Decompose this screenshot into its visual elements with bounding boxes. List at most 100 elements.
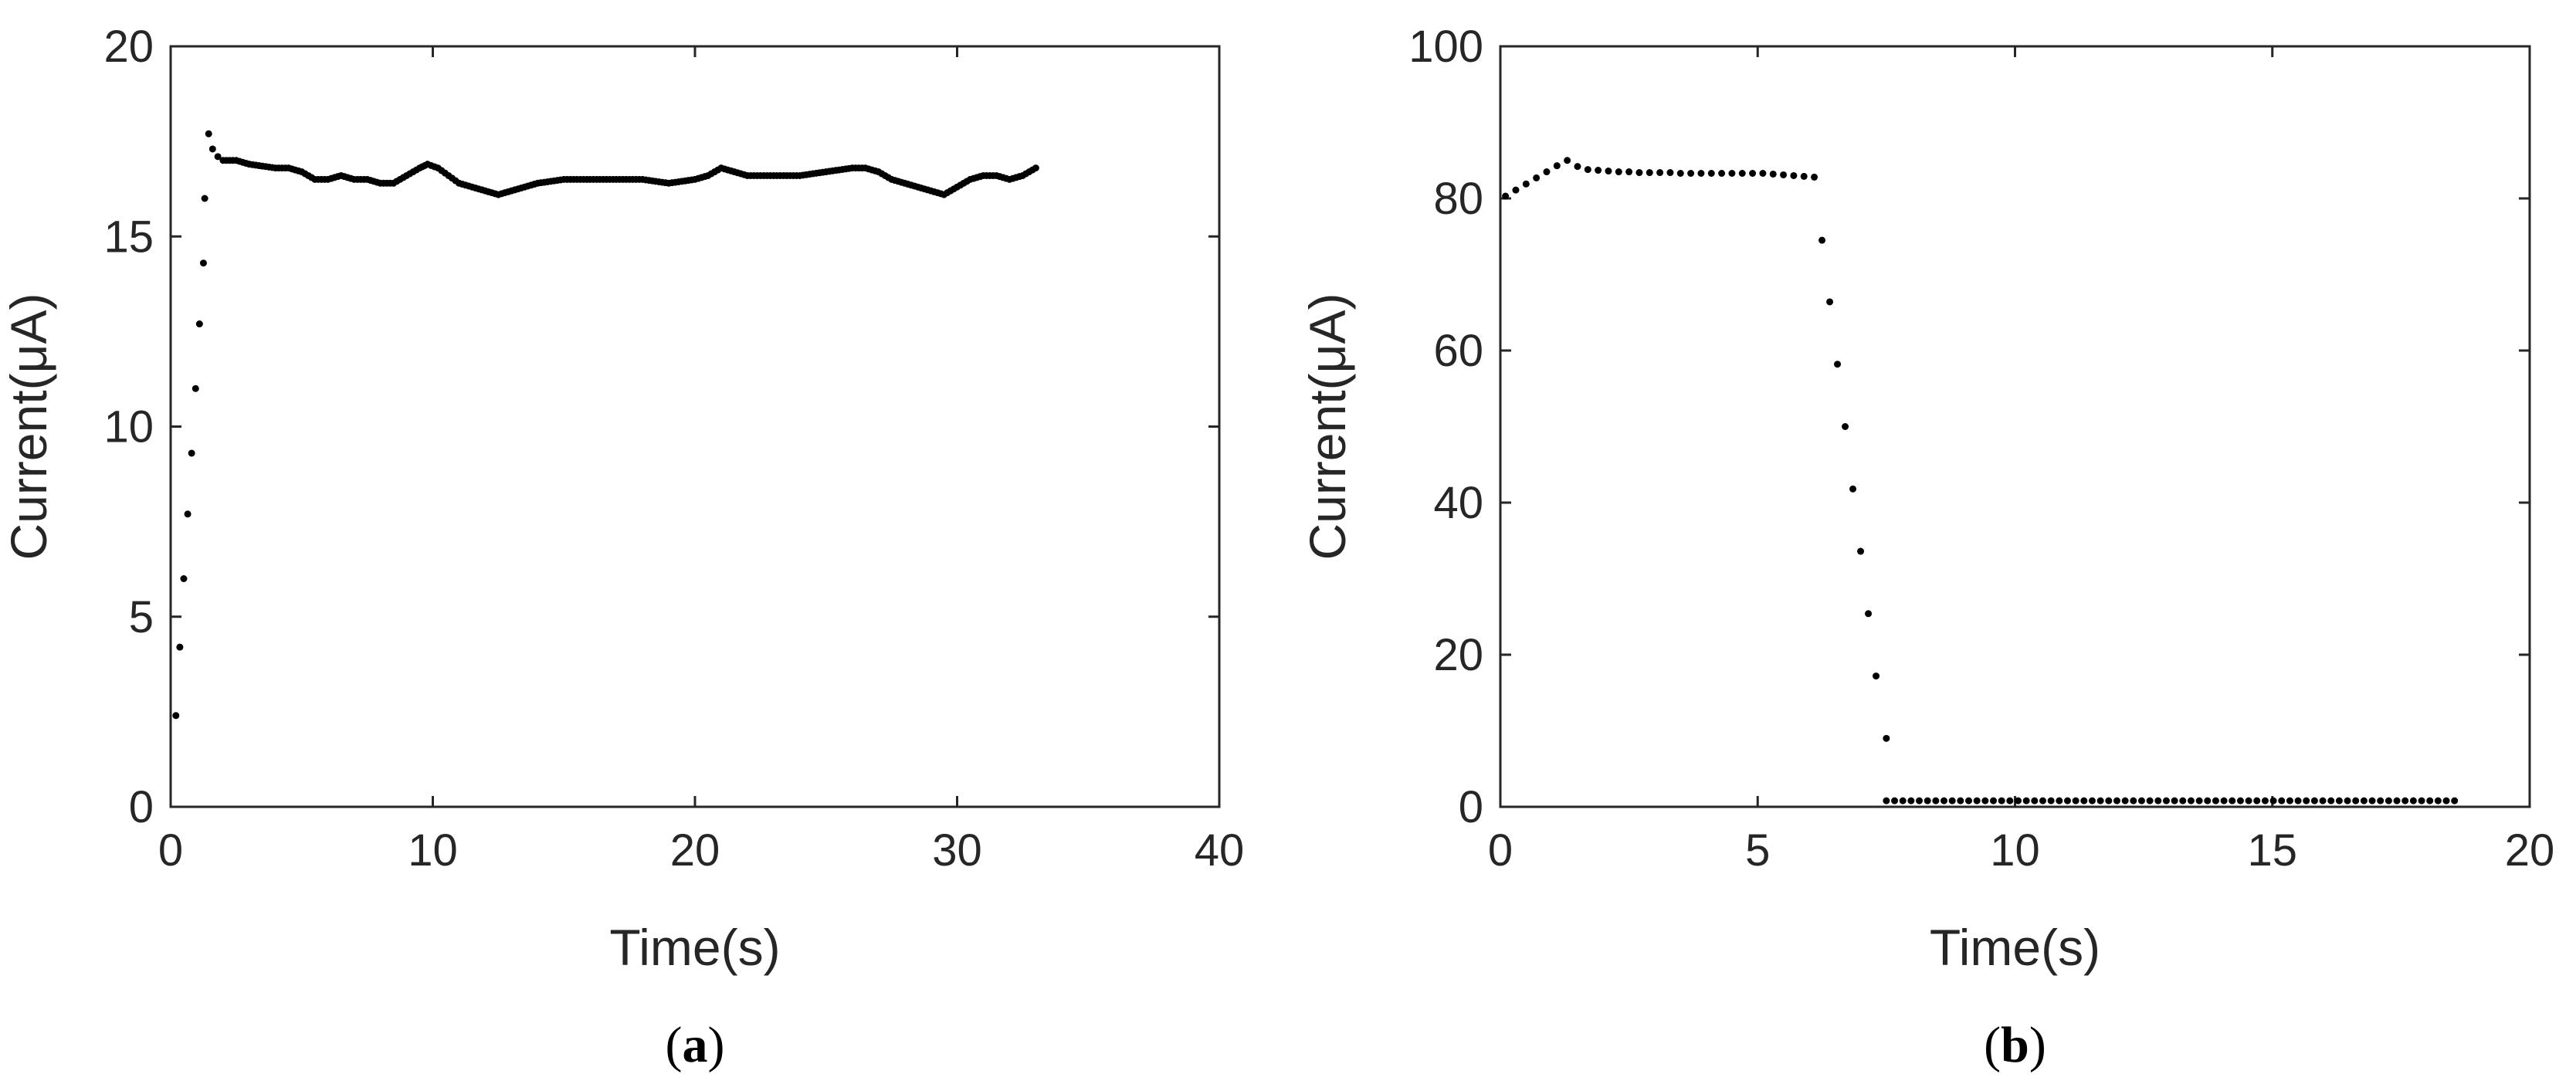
data-point	[176, 643, 184, 651]
data-point	[2401, 797, 2409, 805]
data-point	[1522, 180, 1530, 188]
y-tick-label: 0	[129, 782, 154, 832]
data-point	[199, 259, 207, 267]
data-point	[1718, 169, 1726, 177]
data-point	[1656, 169, 1664, 177]
data-point	[2344, 797, 2351, 805]
data-point	[2294, 797, 2302, 805]
data-point	[1981, 797, 1989, 805]
data-point	[1811, 173, 1818, 181]
panel-paren: )	[2029, 1017, 2046, 1073]
panel-paren: )	[708, 1017, 725, 1073]
y-tick-label: 20	[1433, 630, 1483, 680]
data-point	[2039, 797, 2046, 805]
data-point	[2179, 797, 2187, 805]
data-point	[1707, 169, 1715, 177]
data-point	[2229, 797, 2236, 805]
data-point	[1924, 797, 1931, 805]
data-point	[1605, 168, 1612, 175]
data-point	[188, 449, 195, 457]
panel-paren: (	[666, 1017, 683, 1073]
x-axis-title: Time(s)	[609, 919, 780, 976]
x-tick-label: 30	[932, 825, 982, 876]
data-point	[2047, 797, 2055, 805]
data-point	[1891, 797, 1899, 805]
data-point	[2220, 797, 2228, 805]
x-tick-label: 5	[1745, 825, 1770, 876]
data-point	[2121, 797, 2129, 805]
data-point	[2080, 797, 2088, 805]
data-point	[2384, 797, 2392, 805]
data-point	[2426, 797, 2434, 805]
data-point	[214, 153, 222, 161]
data-point	[2335, 797, 2343, 805]
data-point	[2409, 797, 2417, 805]
y-tick-label: 100	[1408, 22, 1483, 72]
plot-frame-b	[1499, 45, 2531, 808]
data-point	[1666, 169, 1674, 177]
x-axis-title: Time(s)	[1930, 919, 2100, 976]
y-tick-label: 20	[103, 22, 154, 72]
data-point	[2171, 797, 2178, 805]
data-point	[1883, 734, 1890, 742]
data-point	[2113, 797, 2120, 805]
data-point	[1965, 797, 1973, 805]
data-point	[1574, 163, 1581, 171]
data-point	[2204, 797, 2212, 805]
data-point	[1873, 672, 1880, 680]
data-point	[2418, 797, 2425, 805]
data-point	[1990, 797, 1998, 805]
data-point	[1584, 166, 1591, 174]
x-tick-label: 40	[1195, 825, 1245, 876]
data-point	[1899, 797, 1907, 805]
data-point	[1697, 169, 1705, 177]
data-point	[1957, 797, 1964, 805]
data-point	[2056, 797, 2063, 805]
x-tick-label: 10	[408, 825, 458, 876]
data-point	[2286, 797, 2293, 805]
data-point	[1646, 169, 1653, 177]
data-point	[1769, 170, 1777, 178]
panel-b-chart: 0 5 10 15 20 0 20 40 60 80 100 Time(s) Current(μA) (b…	[1299, 22, 2554, 1073]
data-point	[2278, 797, 2286, 805]
panel-paren: (	[1984, 1017, 2001, 1073]
data-point	[1595, 167, 1602, 174]
data-point	[1032, 164, 1039, 172]
data-point	[1883, 797, 1890, 805]
data-point	[1502, 192, 1510, 200]
data-point	[180, 575, 188, 582]
data-point	[1790, 171, 1798, 179]
y-tick-label: 15	[103, 212, 154, 262]
data-point	[1759, 169, 1767, 177]
x-tick-label: 15	[2247, 825, 2297, 876]
data-point	[1553, 162, 1561, 170]
data-point	[1615, 168, 1622, 176]
data-point	[195, 320, 203, 328]
data-point	[201, 195, 208, 202]
data-point	[2442, 797, 2450, 805]
panel-label-b: (b)	[1984, 1017, 2046, 1073]
data-point	[1687, 169, 1695, 177]
data-point	[1948, 797, 1956, 805]
data-point	[2072, 797, 2079, 805]
data-point	[2162, 797, 2170, 805]
panel-letter: b	[2001, 1017, 2029, 1073]
data-point	[2130, 797, 2137, 805]
x-tick-label: 10	[1990, 825, 2040, 876]
data-point	[2310, 797, 2318, 805]
y-tick-label: 60	[1433, 326, 1483, 376]
y-tick-label: 0	[1459, 782, 1483, 832]
data-point	[1940, 797, 1948, 805]
data-point	[1857, 547, 1865, 555]
data-point	[2137, 797, 2145, 805]
data-point	[2368, 797, 2376, 805]
data-point	[2088, 797, 2096, 805]
data-point	[2096, 797, 2104, 805]
data-point	[1916, 797, 1924, 805]
data-point	[2063, 797, 2071, 805]
data-point	[2451, 797, 2459, 805]
panel-a-chart: 0 10 20 30 40 0 5 10 15 20 Time(s) Current(μA) (a)	[0, 22, 1244, 1073]
data-point	[192, 384, 199, 392]
data-point	[2261, 797, 2269, 805]
